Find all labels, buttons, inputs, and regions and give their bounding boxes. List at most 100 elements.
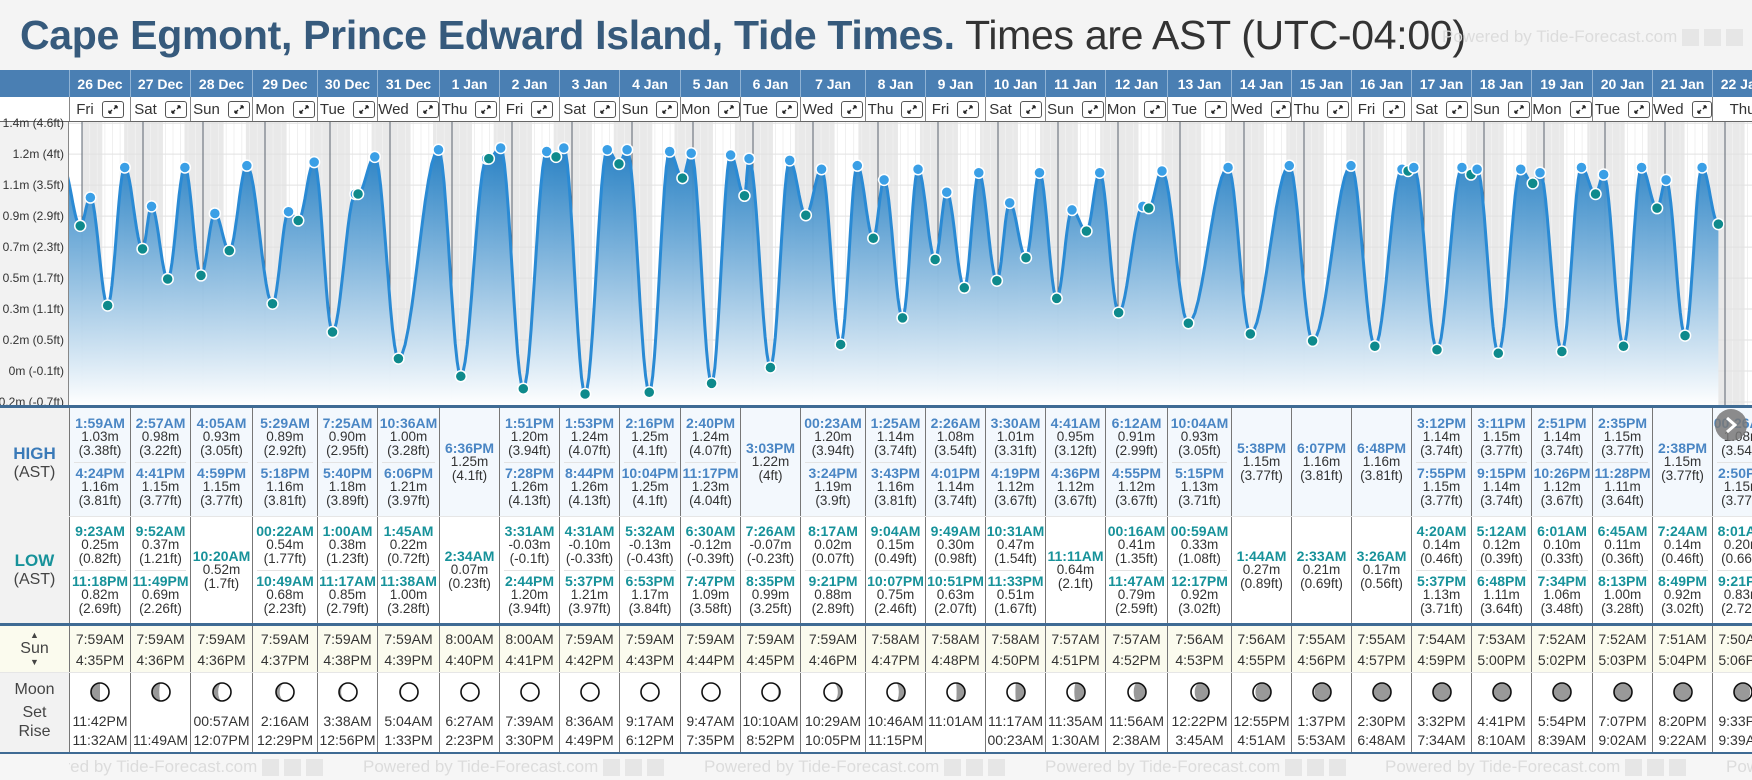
expand-day-button[interactable] <box>1691 101 1712 118</box>
high-tide-height-m: 1.16m <box>876 478 915 494</box>
high-tide-entry: 2:50PM1.15m(3.77ft) <box>1716 461 1752 512</box>
sunrise-time: 7:52AM <box>1537 630 1587 647</box>
high-tide-height-m: 1.24m <box>570 428 609 444</box>
expand-day-button[interactable] <box>227 101 250 118</box>
moon-cell: 1:37PM 5:53AM <box>1291 673 1351 752</box>
moon-label: Moon Set Rise <box>0 673 69 752</box>
expand-day-button[interactable] <box>656 101 679 118</box>
expand-day-button[interactable] <box>901 101 924 118</box>
sun-cell: 7:59AM 4:44PM <box>680 626 740 672</box>
moon-cell: 00:57AM 12:07PM <box>190 673 252 752</box>
high-tide-height-m: 1.25m <box>631 428 669 444</box>
high-tide-time: 11:17PM <box>682 464 739 481</box>
low-tide-point <box>834 338 847 351</box>
moonset-time: 2:16AM <box>260 713 310 729</box>
expand-day-button[interactable] <box>1205 101 1228 118</box>
expand-day-button[interactable] <box>1327 101 1350 118</box>
high-tide-cell: 6:07PM 1.16m (3.81ft) <box>1291 408 1351 516</box>
weekday-cell: Sun <box>619 97 680 121</box>
low-tide-height-ft: (0.56ft) <box>1360 575 1403 591</box>
low-tide-point <box>738 189 751 203</box>
expand-day-button[interactable] <box>531 101 554 118</box>
high-tide-entry: 10:36AM 1.00m (3.28ft) <box>380 413 438 462</box>
expand-icon <box>234 105 244 114</box>
expand-day-button[interactable] <box>1081 101 1104 118</box>
low-tide-time: 9:04AM <box>870 522 921 539</box>
low-tide-height-m: 0.15m <box>876 536 915 552</box>
moonset-time: 11:42PM <box>72 713 128 729</box>
high-tide-cell: 2:57AM 0.98m (3.22ft) 4:41PM 1.15m (3.77ft) <box>130 408 190 516</box>
sunrise-time: 7:59AM <box>136 630 185 647</box>
low-tide-entry: 11:38AM 1.00m (3.28ft) <box>380 569 437 620</box>
high-tide-height-m: 1.14m <box>936 478 975 494</box>
expand-day-button[interactable] <box>1019 101 1042 118</box>
high-tide-time: 2:51PM <box>1537 414 1587 431</box>
high-tide-height-ft: (2.95ft) <box>326 442 369 458</box>
expand-day-button[interactable] <box>1569 101 1592 118</box>
moon-phase-icon <box>945 682 966 702</box>
expand-day-button[interactable] <box>1445 101 1468 118</box>
high-tide-height-ft: (3.81ft) <box>78 492 122 508</box>
watermark-logo-icon <box>647 758 665 776</box>
expand-day-button[interactable] <box>1383 101 1406 118</box>
low-tide-height-ft: (1.23ft) <box>326 550 369 566</box>
low-tide-height-ft: (2.69ft) <box>78 600 122 616</box>
low-tide-cell: 00:59AM 0.33m (1.08ft) 12:17PM 0.92m (3.02ft) <box>1167 517 1231 623</box>
sunrise-time: 7:57AM <box>1051 630 1100 647</box>
expand-day-button[interactable] <box>1507 101 1530 118</box>
expand-day-button[interactable] <box>164 101 187 118</box>
expand-day-button[interactable] <box>475 101 498 118</box>
footer-watermarks: Powered by Tide-Forecast.com Powered by T… <box>0 752 1752 780</box>
y-tick-label: 0.2m (0.5ft) <box>2 333 64 348</box>
moon-phase-icon <box>579 682 600 702</box>
sunrise-time: 8:00AM <box>445 630 494 647</box>
low-tide-cell: 5:12AM 0.12m (0.39ft) 6:48PM 1.11m (3.64ft) <box>1471 517 1531 623</box>
expand-icon <box>600 105 610 114</box>
sunrise-time: 7:53AM <box>1477 630 1526 647</box>
moonset-time: 8:36AM <box>565 713 614 729</box>
low-tide-height-ft: (3.94ft) <box>508 600 551 616</box>
high-tide-point <box>1533 166 1547 180</box>
high-tide-point <box>1221 161 1235 174</box>
expand-day-button[interactable] <box>416 101 439 118</box>
high-tide-height-ft: (3.77ft) <box>200 492 243 508</box>
high-tide-height-ft: (3.94ft) <box>811 442 855 458</box>
high-tide-entry: 5:18PM 1.16m (3.81ft) <box>256 461 314 512</box>
low-tide-height-ft: (2.07ft) <box>934 600 977 616</box>
expand-day-button[interactable] <box>841 101 864 118</box>
low-tide-height-m: 0.37m <box>141 536 180 552</box>
low-tide-time: 8:17AM <box>808 522 858 539</box>
high-tide-entry: 2:26AM 1.08m (3.54ft) <box>930 413 982 462</box>
high-tide-height-m: 0.93m <box>202 428 241 444</box>
expand-day-button[interactable] <box>593 101 616 118</box>
low-tide-point <box>867 232 880 245</box>
high-tide-point <box>684 147 698 160</box>
expand-day-button[interactable] <box>957 101 980 118</box>
high-tide-time: 2:57AM <box>135 414 186 431</box>
high-tide-time: 4:59PM <box>196 464 246 481</box>
expand-day-button[interactable] <box>718 101 740 118</box>
date-header: 21 Jan <box>1652 70 1712 97</box>
high-tide-height-ft: (3.81ft) <box>263 492 307 508</box>
expand-day-button[interactable] <box>776 101 799 118</box>
high-tide-height-ft: (2.92ft) <box>263 442 307 458</box>
expand-icon <box>662 105 673 114</box>
expand-day-button[interactable] <box>1628 101 1651 118</box>
weekday-label: Sun <box>1047 101 1074 118</box>
high-tide-height-m: 1.15m <box>141 478 180 494</box>
expand-day-button[interactable] <box>1270 101 1291 118</box>
sunrise-time: 7:58AM <box>931 630 980 647</box>
low-tide-height-m: 1.09m <box>691 586 730 602</box>
date-header: 9 Jan <box>925 70 985 97</box>
expand-day-button[interactable] <box>353 101 376 118</box>
moon-phase-icon <box>150 682 171 702</box>
moon-cell: 10:46AM 11:15PM <box>865 673 925 752</box>
moonrise-time: 9:02AM <box>1598 732 1647 748</box>
expand-day-button[interactable] <box>101 101 124 118</box>
next-days-button[interactable] <box>1715 409 1747 441</box>
low-tide-point <box>676 171 689 185</box>
high-tide-height-ft: (4.07ft) <box>689 442 732 458</box>
expand-day-button[interactable] <box>292 101 315 118</box>
expand-day-button[interactable] <box>1144 101 1167 118</box>
weekday-cell: Thu <box>865 97 925 121</box>
